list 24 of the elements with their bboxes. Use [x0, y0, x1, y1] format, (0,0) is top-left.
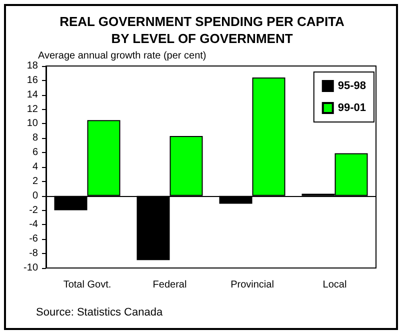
y-tick-label: 8	[32, 132, 38, 144]
x-tick-label: Provincial	[230, 280, 274, 290]
y-tick-label: 0	[32, 190, 38, 202]
source-note: Source: Statistics Canada	[36, 306, 164, 318]
x-tick-label: Total Govt.	[63, 280, 112, 290]
y-axis-title: Average annual growth rate (per cent)	[38, 50, 206, 62]
legend-label: 95-98	[338, 80, 366, 92]
y-tick-label: 10	[26, 118, 38, 130]
y-tick-label: -10	[24, 262, 38, 274]
y-tick-label: 18	[26, 60, 38, 72]
y-tick-label: 12	[26, 104, 38, 115]
x-tick-label: Local	[322, 280, 347, 290]
y-tick-label: 16	[26, 74, 38, 86]
y-tick-label: 14	[26, 89, 38, 100]
chart-title: REAL GOVERNMENT SPENDING PER CAPITA BY LEVEL OF GOVERNMENT	[60, 14, 346, 46]
legend-label: 99-01	[338, 102, 366, 114]
y-tick-label: -4	[29, 219, 38, 230]
y-tick-label: -8	[29, 248, 38, 260]
y-tick-label: 6	[32, 147, 38, 158]
y-tick-label: 2	[32, 176, 38, 187]
x-tick-label: Federal	[152, 280, 187, 290]
y-tick-label: -6	[29, 234, 38, 245]
y-tick-label: 4	[32, 162, 38, 172]
y-tick-label: -2	[29, 204, 38, 216]
